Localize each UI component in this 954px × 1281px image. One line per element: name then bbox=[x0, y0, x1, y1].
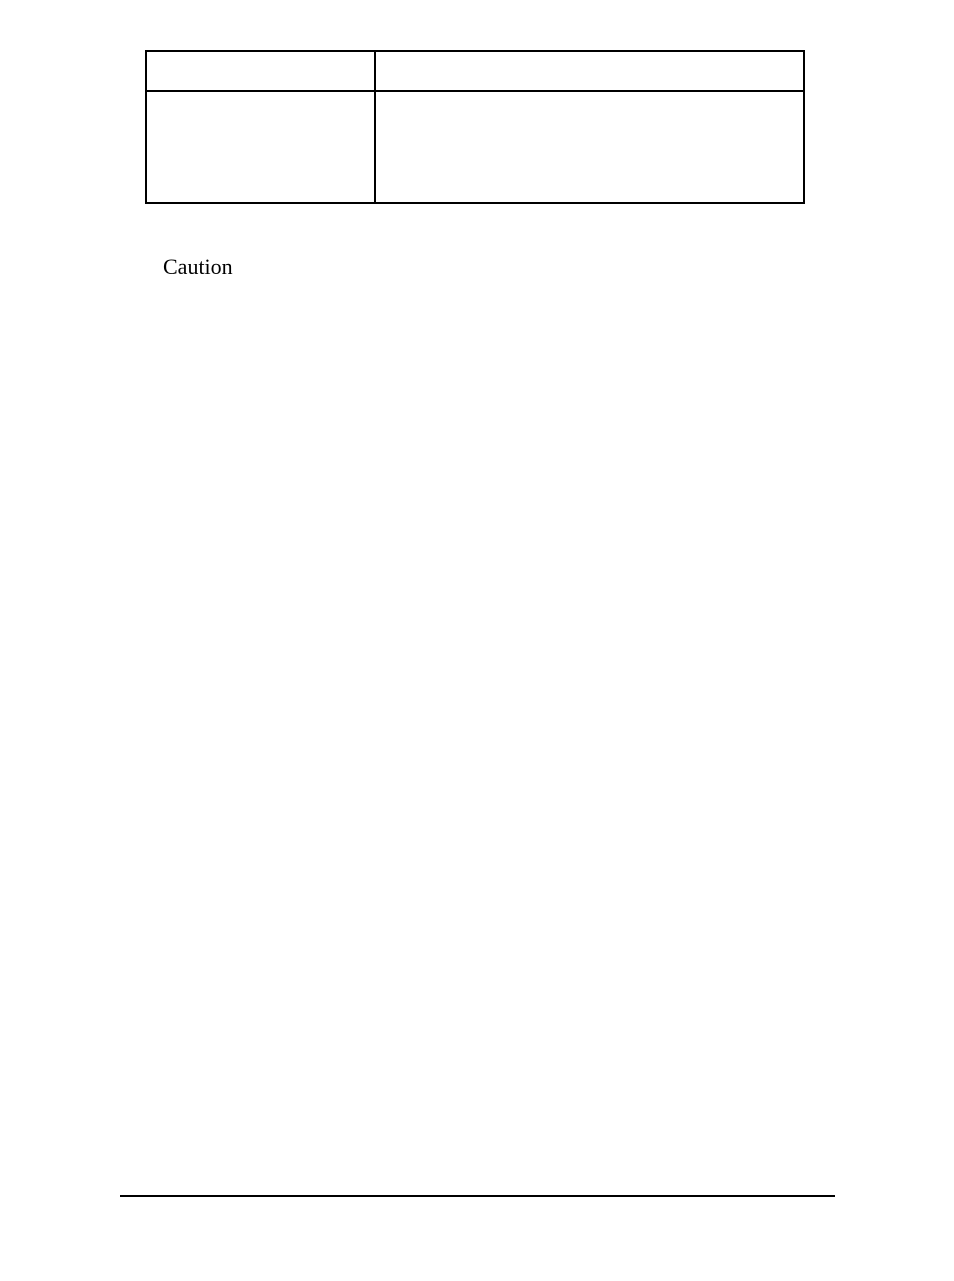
table-cell bbox=[146, 51, 375, 91]
table-cell bbox=[375, 91, 804, 203]
table-cell bbox=[375, 51, 804, 91]
data-table bbox=[145, 50, 805, 204]
caution-heading: Caution bbox=[163, 254, 805, 280]
footer-divider bbox=[120, 1195, 835, 1197]
table-row bbox=[146, 91, 804, 203]
page-content: Caution bbox=[145, 50, 805, 280]
table-row bbox=[146, 51, 804, 91]
table-cell bbox=[146, 91, 375, 203]
